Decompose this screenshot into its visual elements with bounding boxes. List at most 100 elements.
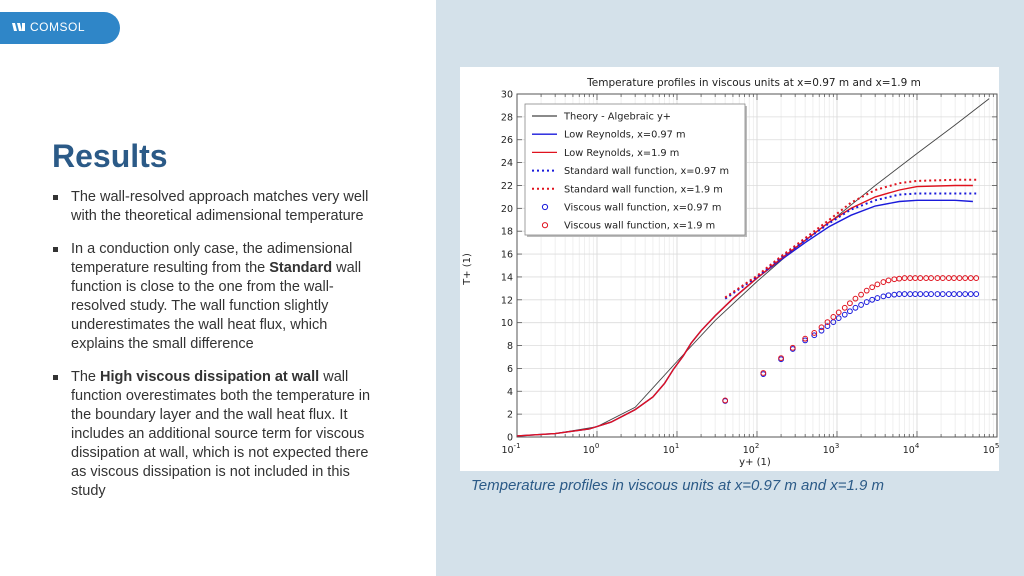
bullet-item: In a conduction only case, the adimensio… bbox=[52, 240, 382, 354]
x-tick-exponent: 5 bbox=[995, 442, 999, 450]
series-line bbox=[517, 184, 973, 437]
legend-label: Theory - Algebraic y+ bbox=[563, 112, 671, 123]
x-tick-exponent: 0 bbox=[595, 442, 599, 450]
data-point-marker bbox=[951, 291, 957, 297]
data-point-marker bbox=[841, 311, 848, 318]
y-tick-label: 10 bbox=[501, 318, 513, 329]
data-point-marker bbox=[869, 296, 876, 303]
legend-marker bbox=[541, 222, 549, 229]
comsol-logo-icon bbox=[12, 23, 25, 31]
data-point-marker bbox=[874, 281, 881, 288]
data-point-marker bbox=[824, 323, 831, 329]
data-point-marker bbox=[923, 291, 930, 297]
x-tick-label: 10-1 bbox=[501, 442, 520, 456]
data-point-marker bbox=[939, 275, 946, 281]
data-point-marker bbox=[901, 275, 908, 281]
series-line bbox=[724, 192, 977, 300]
data-point-marker bbox=[962, 275, 969, 281]
data-point-marker bbox=[880, 279, 887, 285]
data-point-marker bbox=[885, 277, 892, 284]
y-tick-label: 28 bbox=[501, 112, 513, 123]
y-tick-label: 4 bbox=[507, 387, 513, 398]
data-point-marker bbox=[863, 287, 870, 294]
x-axis-label: y+ (1) bbox=[739, 457, 771, 468]
x-tick-label: 101 bbox=[663, 442, 680, 456]
data-point-marker bbox=[973, 275, 980, 281]
bullet-bold-text: High viscous dissipation at wall bbox=[100, 369, 320, 385]
data-point-marker bbox=[847, 308, 853, 315]
x-tick-label: 100 bbox=[583, 442, 600, 456]
chart-container: Temperature profiles in viscous units at… bbox=[460, 67, 999, 471]
y-tick-label: 14 bbox=[501, 272, 513, 283]
data-point-marker bbox=[841, 304, 848, 311]
y-tick-label: 18 bbox=[501, 227, 513, 238]
legend-marker bbox=[541, 203, 549, 211]
data-point-marker bbox=[880, 293, 887, 300]
data-point-marker bbox=[830, 314, 837, 320]
data-point-marker bbox=[896, 275, 903, 282]
x-tick-label: 105 bbox=[983, 442, 999, 456]
x-tick-label: 102 bbox=[743, 442, 760, 456]
x-tick-exponent: 3 bbox=[835, 442, 839, 450]
y-tick-label: 6 bbox=[507, 364, 513, 375]
data-point-marker bbox=[951, 275, 957, 281]
x-tick-base: 10 bbox=[663, 445, 675, 456]
chart-legend: Theory - Algebraic y+ Low Reynolds, x=0.9… bbox=[524, 103, 747, 237]
y-tick-label: 12 bbox=[501, 295, 513, 306]
x-tick-base: 10 bbox=[903, 445, 915, 456]
data-point-marker bbox=[945, 275, 952, 281]
x-tick-exponent: -1 bbox=[514, 442, 521, 450]
bullet-text: wall function is close to the one from t… bbox=[71, 260, 362, 352]
data-point-marker bbox=[973, 291, 980, 297]
plot-frame bbox=[516, 93, 998, 438]
data-point-marker bbox=[852, 304, 859, 311]
text-panel: COMSOL Results The wall-resolved approac… bbox=[0, 0, 436, 576]
data-point-marker bbox=[967, 275, 974, 281]
data-point-marker bbox=[858, 291, 864, 298]
bullet-bold-text: Standard bbox=[269, 260, 333, 276]
x-tick-base: 10 bbox=[501, 445, 513, 456]
data-point-marker bbox=[901, 291, 908, 297]
temperature-profile-chart: Temperature profiles in viscous units at… bbox=[462, 77, 999, 468]
figure-caption: Temperature profiles in viscous units at… bbox=[471, 477, 884, 494]
y-tick-label: 30 bbox=[501, 90, 513, 101]
data-point-marker bbox=[818, 327, 825, 334]
x-tick-base: 10 bbox=[823, 445, 835, 456]
data-point-marker bbox=[934, 291, 941, 297]
data-point-marker bbox=[824, 319, 831, 325]
data-point-marker bbox=[869, 284, 876, 291]
bullet-text: wall function overestimates both the tem… bbox=[71, 369, 371, 499]
y-tick-label: 0 bbox=[507, 433, 513, 444]
data-point-marker bbox=[907, 275, 914, 281]
data-point-marker bbox=[928, 275, 934, 281]
data-point-marker bbox=[778, 355, 784, 362]
data-point-marker bbox=[956, 275, 963, 281]
bullet-item: The wall-resolved approach matches very … bbox=[52, 188, 382, 226]
legend-label: Low Reynolds, x=1.9 m bbox=[564, 148, 679, 159]
y-tick-label: 26 bbox=[501, 135, 513, 146]
data-point-marker bbox=[858, 302, 864, 308]
data-point-marker bbox=[939, 291, 946, 297]
bullet-text: In a conduction only case, the adimensio… bbox=[71, 241, 353, 276]
comsol-logo: COMSOL bbox=[0, 12, 120, 44]
y-tick-label: 16 bbox=[501, 250, 513, 261]
legend-label: Viscous wall function, x=0.97 m bbox=[564, 203, 721, 214]
x-tick-exponent: 4 bbox=[915, 442, 920, 450]
data-point-marker bbox=[896, 291, 903, 297]
data-point-marker bbox=[967, 291, 974, 297]
data-point-marker bbox=[835, 309, 842, 316]
y-axis-label: T+ (1) bbox=[462, 253, 473, 286]
data-point-marker bbox=[722, 397, 729, 404]
x-tick-base: 10 bbox=[743, 445, 755, 456]
data-point-marker bbox=[962, 291, 969, 297]
x-tick-label: 104 bbox=[903, 442, 920, 456]
data-point-marker bbox=[789, 344, 796, 351]
data-point-marker bbox=[874, 295, 881, 301]
data-point-marker bbox=[917, 275, 924, 281]
data-point-marker bbox=[811, 332, 818, 339]
data-point-marker bbox=[917, 291, 924, 297]
y-tick-label: 20 bbox=[501, 204, 513, 215]
data-point-marker bbox=[945, 291, 952, 297]
page-title: Results bbox=[52, 138, 168, 174]
